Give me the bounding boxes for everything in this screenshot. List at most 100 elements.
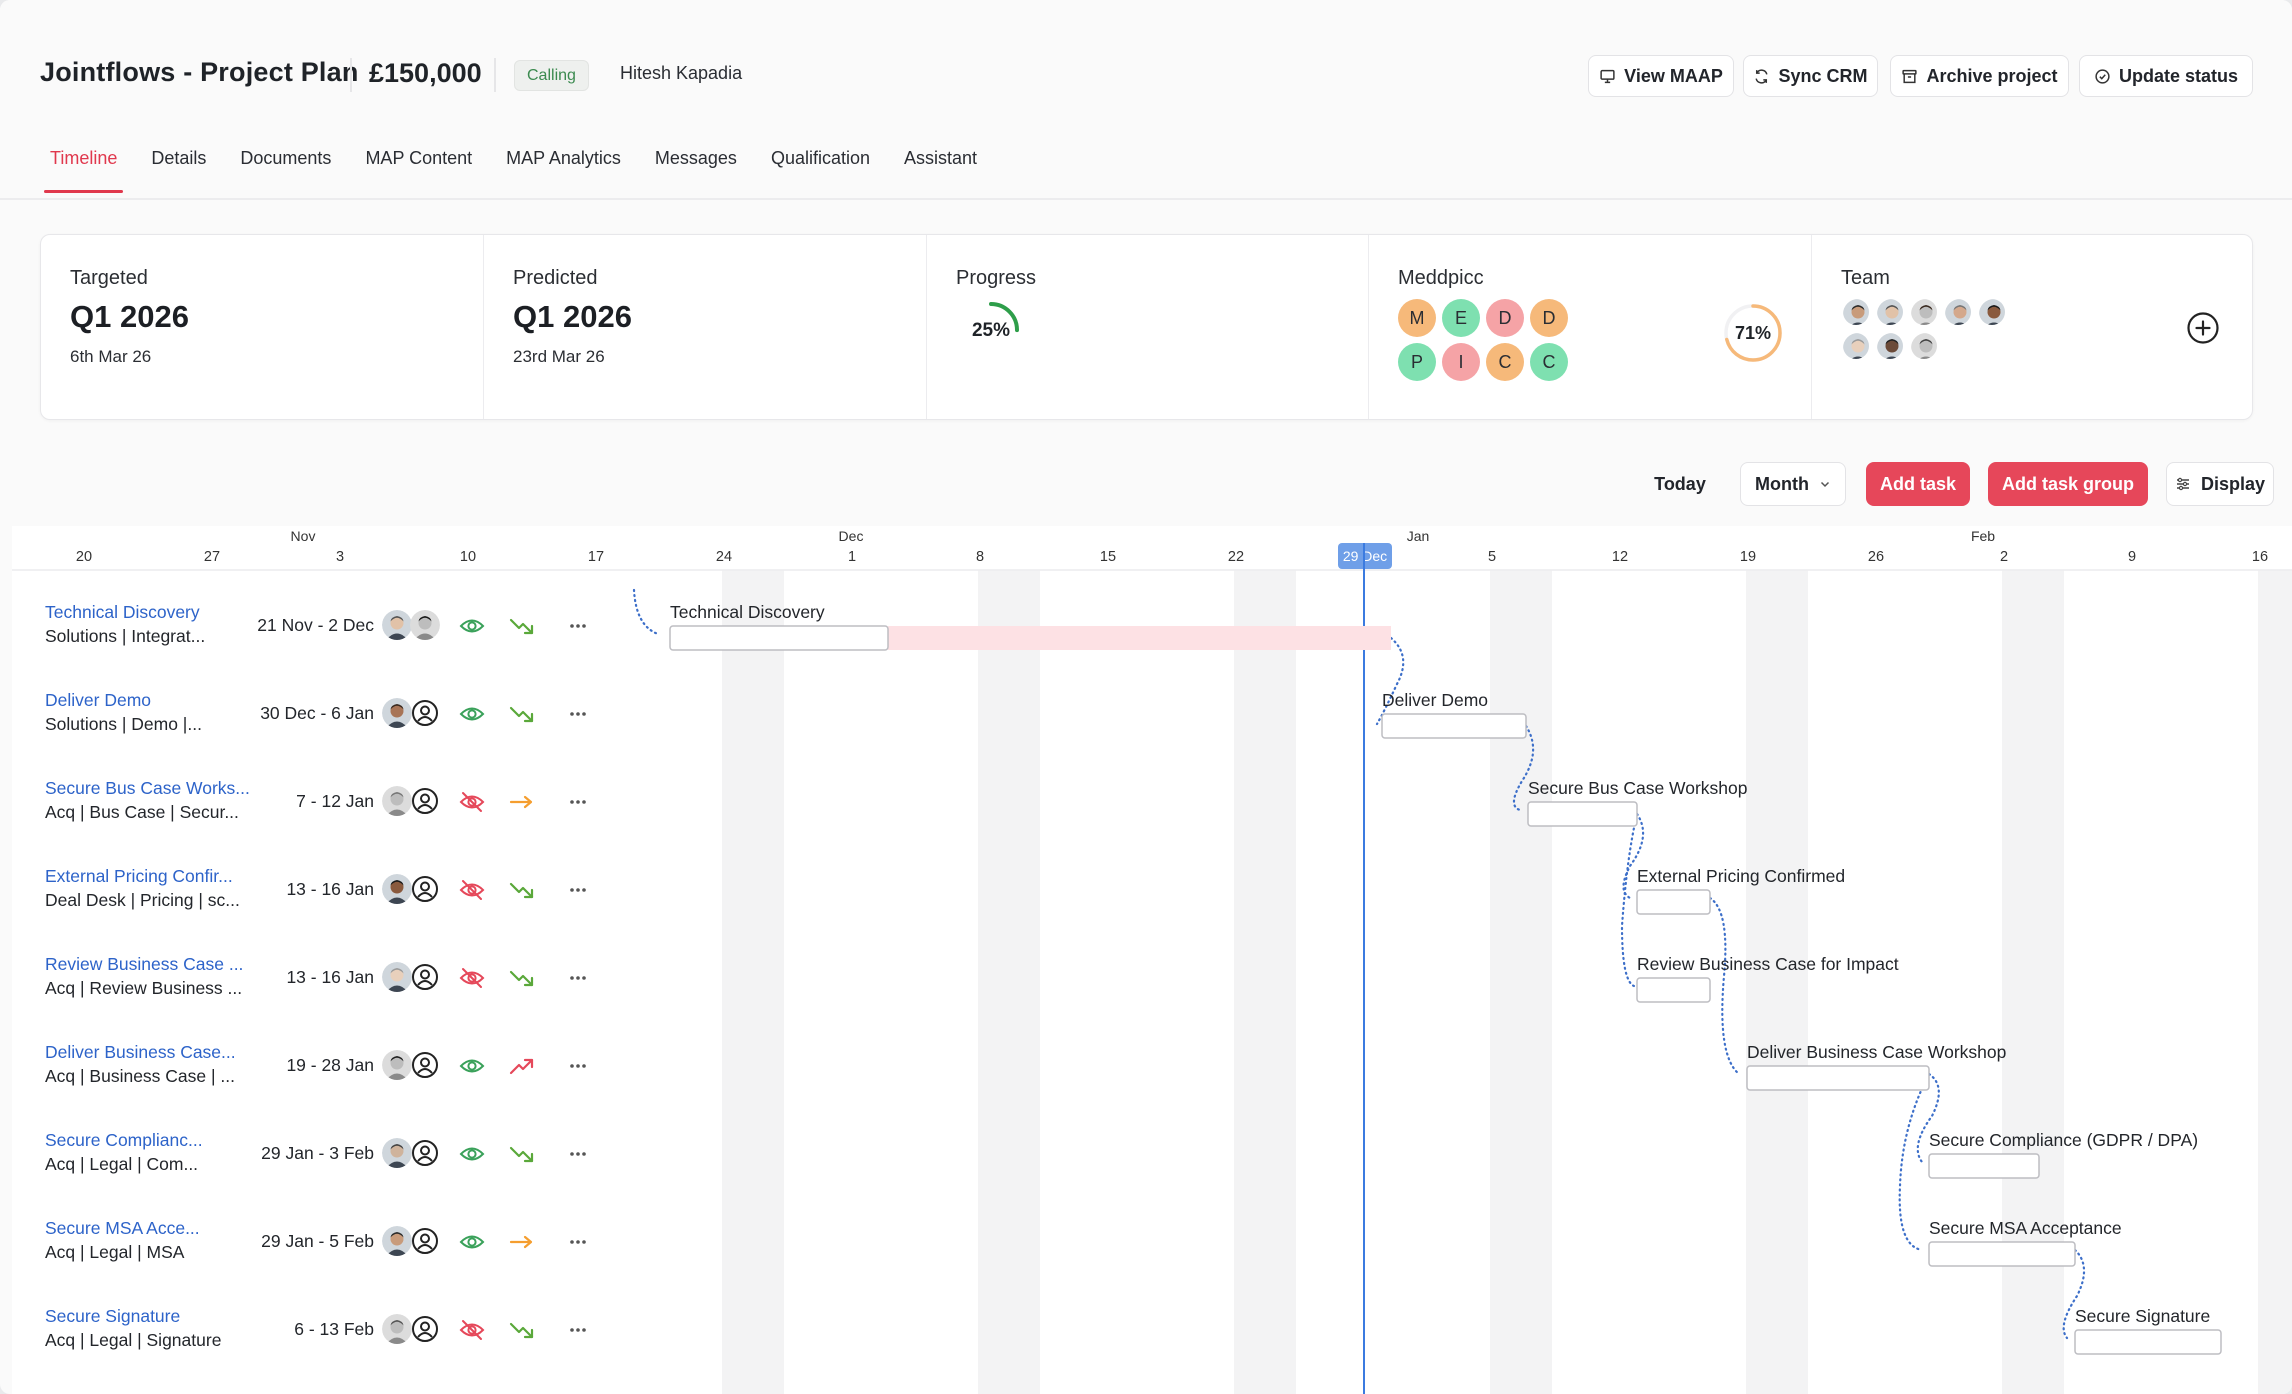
task-name-link[interactable]: Secure Complianc... xyxy=(45,1130,203,1150)
task-date-range[interactable]: 7 - 12 Jan xyxy=(296,791,374,811)
more-options-icon[interactable] xyxy=(564,876,592,904)
gantt-task-bar[interactable]: Deliver Demo xyxy=(1381,690,1527,739)
task-bar[interactable] xyxy=(669,625,889,651)
meddpicc-letter[interactable]: E xyxy=(1442,299,1480,337)
add-member-icon[interactable] xyxy=(2186,311,2220,345)
update-status-button[interactable]: Update status xyxy=(2079,55,2253,97)
task-row[interactable]: External Pricing Confir... Deal Desk | Pr… xyxy=(12,858,632,946)
task-bar[interactable] xyxy=(1928,1153,2040,1179)
eye-icon[interactable] xyxy=(458,1052,486,1080)
task-row[interactable]: Review Business Case ... Acq | Review Bus… xyxy=(12,946,632,1034)
task-date-range[interactable]: 13 - 16 Jan xyxy=(286,879,374,899)
gantt-task-bar[interactable]: Secure Compliance (GDPR / DPA) xyxy=(1928,1130,2198,1179)
sync-crm-button[interactable]: Sync CRM xyxy=(1743,55,1878,97)
view-maap-button[interactable]: View MAAP xyxy=(1588,55,1734,97)
team-member-avatar[interactable] xyxy=(1841,297,1871,327)
eye-off-icon[interactable] xyxy=(458,964,486,992)
tab-timeline[interactable]: Timeline xyxy=(43,148,124,193)
tab-details[interactable]: Details xyxy=(151,148,207,168)
assignee-avatar[interactable] xyxy=(382,610,412,640)
assignee-avatar[interactable] xyxy=(382,1314,412,1344)
task-name-link[interactable]: Secure Signature xyxy=(45,1306,181,1326)
task-row[interactable]: Technical Discovery Solutions | Integrat.… xyxy=(12,594,632,682)
task-bar[interactable] xyxy=(1527,801,1638,827)
meddpicc-letter[interactable]: M xyxy=(1398,299,1436,337)
more-options-icon[interactable] xyxy=(564,1228,592,1256)
display-button[interactable]: Display xyxy=(2166,462,2274,506)
task-date-range[interactable]: 29 Jan - 5 Feb xyxy=(261,1231,374,1251)
assignee-avatar[interactable] xyxy=(382,1138,412,1168)
gantt-task-bar[interactable]: Secure Signature xyxy=(2074,1306,2222,1355)
assignee-avatar[interactable] xyxy=(382,874,412,904)
unassigned-user-icon[interactable] xyxy=(410,874,440,904)
task-date-range[interactable]: 29 Jan - 3 Feb xyxy=(261,1143,374,1163)
meddpicc-letter[interactable]: D xyxy=(1530,299,1568,337)
eye-icon[interactable] xyxy=(458,1140,486,1168)
unassigned-user-icon[interactable] xyxy=(410,1050,440,1080)
task-row[interactable]: Secure Complianc... Acq | Legal | Com... 2… xyxy=(12,1122,632,1210)
team-member-avatar[interactable] xyxy=(1909,297,1939,327)
gantt-task-bar[interactable]: External Pricing Confirmed xyxy=(1636,866,1845,915)
unassigned-user-icon[interactable] xyxy=(410,1314,440,1344)
gantt-task-bar[interactable]: Secure Bus Case Workshop xyxy=(1527,778,1748,827)
team-member-avatar[interactable] xyxy=(1875,331,1905,361)
task-date-range[interactable]: 13 - 16 Jan xyxy=(286,967,374,987)
task-row[interactable]: Deliver Demo Solutions | Demo |... 30 Dec … xyxy=(12,682,632,770)
task-date-range[interactable]: 30 Dec - 6 Jan xyxy=(260,703,374,723)
more-options-icon[interactable] xyxy=(564,700,592,728)
view-mode-select[interactable]: Month xyxy=(1740,462,1846,506)
more-options-icon[interactable] xyxy=(564,964,592,992)
assignee-avatar[interactable] xyxy=(382,962,412,992)
team-member-avatar[interactable] xyxy=(1943,297,1973,327)
task-name-link[interactable]: Secure Bus Case Works... xyxy=(45,778,250,798)
task-bar[interactable] xyxy=(1928,1241,2076,1267)
task-name-link[interactable]: Review Business Case ... xyxy=(45,954,244,974)
more-options-icon[interactable] xyxy=(564,612,592,640)
unassigned-user-icon[interactable] xyxy=(410,962,440,992)
archive-project-button[interactable]: Archive project xyxy=(1890,55,2069,97)
team-member-avatar[interactable] xyxy=(1909,331,1939,361)
tab-documents[interactable]: Documents xyxy=(240,148,332,168)
eye-icon[interactable] xyxy=(458,612,486,640)
task-bar[interactable] xyxy=(2074,1329,2222,1355)
eye-off-icon[interactable] xyxy=(458,876,486,904)
eye-icon[interactable] xyxy=(458,700,486,728)
assignee-avatar[interactable] xyxy=(382,698,412,728)
unassigned-user-icon[interactable] xyxy=(410,786,440,816)
meddpicc-letter[interactable]: C xyxy=(1486,343,1524,381)
task-name-link[interactable]: Secure MSA Acce... xyxy=(45,1218,200,1238)
meddpicc-letter[interactable]: D xyxy=(1486,299,1524,337)
task-bar[interactable] xyxy=(1636,977,1711,1003)
task-date-range[interactable]: 21 Nov - 2 Dec xyxy=(257,615,374,635)
meddpicc-letter[interactable]: C xyxy=(1530,343,1568,381)
task-date-range[interactable]: 19 - 28 Jan xyxy=(286,1055,374,1075)
meddpicc-letter[interactable]: I xyxy=(1442,343,1480,381)
tab-qualification[interactable]: Qualification xyxy=(770,148,870,168)
task-bar[interactable] xyxy=(1636,889,1711,915)
tab-assistant[interactable]: Assistant xyxy=(904,148,978,168)
unassigned-user-icon[interactable] xyxy=(410,1226,440,1256)
more-options-icon[interactable] xyxy=(564,1316,592,1344)
task-row[interactable]: Secure Bus Case Works... Acq | Bus Case |… xyxy=(12,770,632,858)
tab-map-content[interactable]: MAP Content xyxy=(365,148,473,168)
task-date-range[interactable]: 6 - 13 Feb xyxy=(294,1319,374,1339)
more-options-icon[interactable] xyxy=(564,1052,592,1080)
assignee-avatar[interactable] xyxy=(382,1226,412,1256)
gantt-task-bar[interactable]: Technical Discovery xyxy=(669,602,1391,651)
assignee-avatar[interactable] xyxy=(410,610,440,640)
eye-off-icon[interactable] xyxy=(458,788,486,816)
add-task-group-button[interactable]: Add task group xyxy=(1988,462,2148,506)
gantt-task-bar[interactable]: Deliver Business Case Workshop xyxy=(1746,1042,2006,1091)
task-row[interactable]: Deliver Business Case... Acq | Business C… xyxy=(12,1034,632,1122)
more-options-icon[interactable] xyxy=(564,1140,592,1168)
tab-map-analytics[interactable]: MAP Analytics xyxy=(506,148,621,168)
unassigned-user-icon[interactable] xyxy=(410,698,440,728)
task-name-link[interactable]: External Pricing Confir... xyxy=(45,866,233,886)
eye-icon[interactable] xyxy=(458,1228,486,1256)
add-task-button[interactable]: Add task xyxy=(1866,462,1970,506)
task-row[interactable]: Secure MSA Acce... Acq | Legal | MSA 29 Ja… xyxy=(12,1210,632,1298)
task-name-link[interactable]: Deliver Business Case... xyxy=(45,1042,236,1062)
tab-messages[interactable]: Messages xyxy=(654,148,737,168)
assignee-avatar[interactable] xyxy=(382,1050,412,1080)
gantt-task-bar[interactable]: Review Business Case for Impact xyxy=(1636,954,1899,1003)
